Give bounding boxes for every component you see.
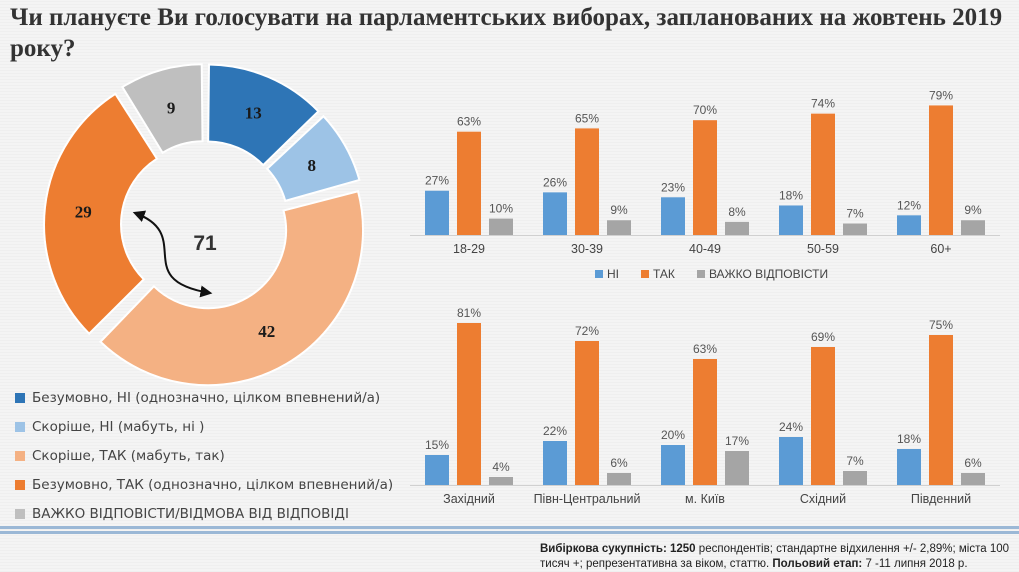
fieldwork-label: Польовий етап: xyxy=(772,558,863,570)
donut-arrow-icon xyxy=(132,210,213,298)
donut-slice-label: 13 xyxy=(245,103,262,122)
legend-swatch xyxy=(15,392,25,403)
bar-legend-swatch xyxy=(641,270,649,278)
legend-label: ВАЖКО ВІДПОВІСТИ/ВІДМОВА ВІД ВІДПОВІДІ xyxy=(32,505,349,522)
bar-legend-label: НІ xyxy=(607,267,619,281)
legend-label: Безумовно, НІ (однозначно, цілком впевне… xyxy=(32,389,381,406)
legend-swatch xyxy=(15,508,25,519)
sample-text: респондентів; стандартне відхилення +/- … xyxy=(540,543,1010,570)
sample-label: Вибіркова сукупність: xyxy=(540,543,667,555)
donut-slice-label: 29 xyxy=(75,203,92,222)
bar-legend: НІ ТАК ВАЖКО ВІДПОВІСТИ xyxy=(595,267,828,281)
fieldwork-value: 7 -11 липня 2018 р. xyxy=(865,558,968,570)
donut-slice-rather-yes xyxy=(99,190,365,387)
legend-item-rather-no: Скоріше, НІ (мабуть, ні ) xyxy=(15,412,393,441)
donut-slice-definitely-yes xyxy=(43,92,159,336)
sample-value: 1250 xyxy=(670,543,696,555)
donut-chart: 13 8 42 29 9 71 xyxy=(43,63,365,387)
methodology-note: Вибіркова сукупність: 1250 респондентів;… xyxy=(540,542,1015,572)
donut-slice-definitely-no xyxy=(207,63,320,167)
legend-item-definitely-yes: Безумовно, ТАК (однозначно, цілком впевн… xyxy=(15,470,393,499)
bar-legend-label: ТАК xyxy=(653,267,675,281)
page-title: Чи плануєте Ви голосувати на парламентсь… xyxy=(10,4,1003,62)
footer-divider xyxy=(0,526,1019,534)
bar-legend-swatch xyxy=(696,270,705,278)
donut-slice-hard-to-say xyxy=(121,63,204,155)
donut-center-total: 71 xyxy=(193,232,217,255)
legend-item-hard-to-say: ВАЖКО ВІДПОВІСТИ/ВІДМОВА ВІД ВІДПОВІДІ xyxy=(15,499,393,528)
legend-label: Скоріше, НІ (мабуть, ні ) xyxy=(32,418,205,435)
donut-legend: Безумовно, НІ (однозначно, цілком впевне… xyxy=(15,383,393,528)
legend-item-rather-yes: Скоріше, ТАК (мабуть, так) xyxy=(15,441,393,470)
legend-label: Безумовно, ТАК (однозначно, цілком впевн… xyxy=(32,476,394,493)
legend-label: Скоріше, ТАК (мабуть, так) xyxy=(32,447,225,464)
bar-legend-item-yes: ТАК xyxy=(641,267,675,281)
donut-slice-rather-no xyxy=(265,114,361,203)
legend-swatch xyxy=(15,450,25,461)
donut-slice-label: 8 xyxy=(307,156,316,175)
donut-slice-label: 9 xyxy=(167,98,176,117)
donut-slice-label: 42 xyxy=(258,322,275,341)
bar-legend-item-no: НІ xyxy=(595,267,619,281)
bar-legend-item-hard: ВАЖКО ВІДПОВІСТИ xyxy=(696,267,829,281)
legend-item-definitely-no: Безумовно, НІ (однозначно, цілком впевне… xyxy=(15,383,393,412)
legend-swatch xyxy=(15,421,25,432)
legend-swatch xyxy=(15,479,25,490)
bar-legend-label: ВАЖКО ВІДПОВІСТИ xyxy=(708,267,829,281)
bar-legend-swatch xyxy=(595,270,603,278)
